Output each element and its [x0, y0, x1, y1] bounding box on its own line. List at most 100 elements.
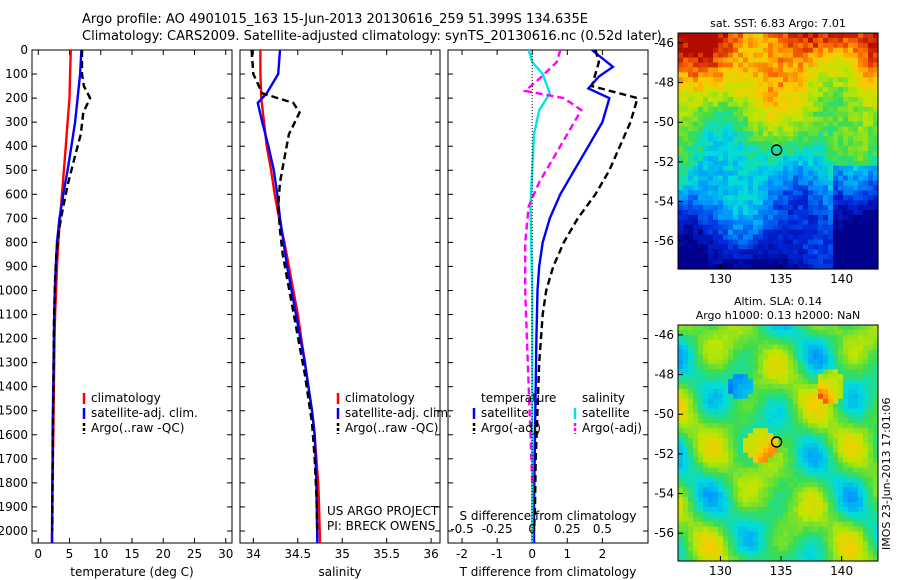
heatmap-cell [843, 428, 849, 434]
heatmap-cell [683, 219, 689, 226]
heatmap-cell [818, 136, 824, 142]
heatmap-cell [728, 438, 734, 444]
heatmap-cell [768, 131, 774, 137]
heatmap-cell [683, 214, 689, 221]
heatmap-cell [773, 82, 779, 88]
heatmap-cell [818, 52, 824, 59]
heatmap-cell [788, 195, 794, 201]
heatmap-cell [743, 526, 749, 533]
heatmap-cell [713, 354, 719, 361]
heatmap-cell [868, 121, 874, 128]
heatmap-cell [718, 526, 724, 533]
heatmap-cell [768, 388, 774, 395]
heatmap-cell [853, 180, 859, 187]
heatmap-cell [723, 413, 729, 420]
heatmap-cell [693, 339, 699, 346]
heatmap-cell [678, 487, 684, 493]
heatmap-cell [843, 106, 849, 113]
heatmap-cell [698, 72, 704, 78]
heatmap-cell [868, 447, 874, 454]
heatmap-cell [683, 349, 689, 356]
heatmap-cell [688, 77, 694, 83]
heatmap-cell [868, 511, 874, 518]
heatmap-cell [763, 106, 769, 113]
heatmap-cell [778, 388, 784, 395]
heatmap-cell [763, 264, 769, 270]
heatmap-cell [718, 511, 724, 518]
heatmap-cell [758, 116, 764, 123]
heatmap-cell [683, 457, 689, 464]
heatmap-cell [783, 354, 789, 361]
heatmap-cell [848, 165, 854, 172]
heatmap-cell [728, 67, 734, 73]
heatmap-cell [723, 111, 729, 118]
heatmap-cell [703, 62, 709, 69]
heatmap-cell [708, 239, 714, 246]
heatmap-cell [873, 403, 879, 410]
heatmap-cell [693, 210, 699, 216]
heatmap-cell [788, 526, 794, 533]
heatmap-cell [758, 521, 764, 528]
heatmap-cell [808, 506, 814, 513]
heatmap-cell [783, 42, 789, 49]
heatmap-cell [698, 334, 704, 341]
heatmap-cell [708, 141, 714, 147]
heatmap-cell [743, 354, 749, 361]
heatmap-cell [718, 229, 724, 236]
heatmap-cell [818, 339, 824, 346]
heatmap-cell [688, 146, 694, 152]
heatmap-cell [743, 249, 749, 255]
heatmap-cell [743, 92, 749, 98]
heatmap-cell [803, 200, 809, 206]
heatmap-cell [728, 92, 734, 98]
heatmap-cell [818, 349, 824, 356]
heatmap-cell [743, 239, 749, 246]
heatmap-cell [678, 531, 684, 538]
heatmap-cell [758, 229, 764, 236]
heatmap-cell [678, 472, 684, 479]
heatmap-cell [873, 506, 879, 513]
heatmap-cell [833, 556, 839, 562]
heatmap-cell [758, 57, 764, 64]
heatmap-cell [728, 37, 734, 44]
heatmap-cell [833, 428, 839, 434]
heatmap-cell [758, 259, 764, 265]
heatmap-cell [743, 170, 749, 177]
heatmap-cell [778, 239, 784, 246]
heatmap-cell [713, 502, 719, 508]
heatmap-cell [788, 556, 794, 562]
heatmap-cell [793, 492, 799, 498]
heatmap-cell [798, 428, 804, 434]
heatmap-cell [808, 536, 814, 542]
heatmap-cell [718, 393, 724, 400]
heatmap-cell [838, 136, 844, 142]
heatmap-cell [758, 67, 764, 73]
heatmap-cell [783, 502, 789, 508]
heatmap-cell [698, 526, 704, 533]
heatmap-cell [678, 546, 684, 552]
heatmap-cell [788, 428, 794, 434]
heatmap-cell [838, 37, 844, 44]
heatmap-cell [828, 259, 834, 265]
heatmap-cell [798, 418, 804, 424]
heatmap-cell [808, 384, 814, 390]
heatmap-cell [818, 111, 824, 118]
heatmap-cell [728, 264, 734, 270]
heatmap-cell [798, 87, 804, 93]
heatmap-cell [853, 239, 859, 246]
heatmap-cell [713, 101, 719, 108]
heatmap-cell [678, 482, 684, 488]
heatmap-cell [788, 551, 794, 557]
heatmap-cell [728, 497, 734, 503]
heatmap-cell [843, 42, 849, 49]
x-tick-label: 36 [423, 547, 438, 561]
heatmap-cell [703, 234, 709, 241]
heatmap-cell [698, 116, 704, 123]
heatmap-cell [738, 205, 744, 211]
heatmap-cell [728, 413, 734, 420]
heatmap-cell [778, 195, 784, 201]
heatmap-cell [698, 52, 704, 59]
heatmap-cell [848, 433, 854, 439]
heatmap-cell [743, 111, 749, 118]
heatmap-cell [798, 329, 804, 336]
